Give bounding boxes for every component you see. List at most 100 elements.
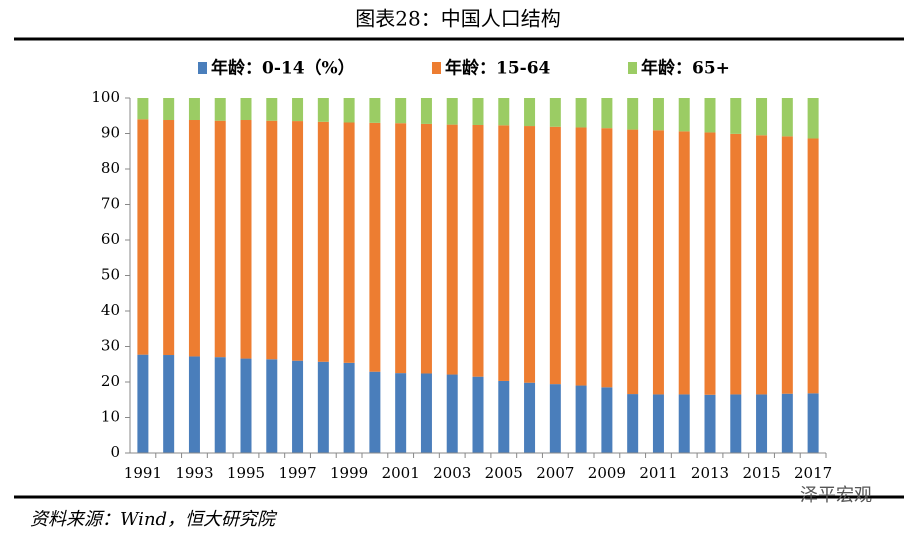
bar-segment (627, 129, 639, 395)
bar-segment (292, 121, 304, 361)
legend-label: 年龄：15-64 (445, 58, 551, 79)
bar-segment (781, 98, 793, 137)
bar-segment (214, 120, 226, 358)
bar-segment (704, 394, 716, 453)
bar-segment (730, 98, 742, 134)
bar-segment (188, 356, 200, 453)
watermark: 泽平宏观 (800, 485, 872, 506)
bar-segment (163, 355, 175, 453)
x-tick-label: 2017 (794, 464, 832, 482)
bar-segment (214, 98, 226, 121)
bar-segment (395, 98, 407, 124)
chart-title: 图表28：中国人口结构 (355, 7, 560, 31)
x-tick-label: 2005 (485, 464, 523, 482)
bar-segment (163, 98, 175, 121)
bar-segment (652, 98, 664, 131)
x-tick-label: 2015 (742, 464, 780, 482)
bar-segment (498, 98, 510, 126)
bar-segment (188, 98, 200, 121)
x-tick-label: 1995 (227, 464, 265, 482)
bar-segment (704, 132, 716, 395)
bar-segment (549, 98, 561, 127)
bar-segment (317, 98, 329, 122)
bar-segment (343, 122, 355, 363)
bar-segment (601, 387, 613, 453)
bar-segment (343, 362, 355, 453)
bar-segment (575, 98, 587, 128)
legend-label: 年龄：0-14（%） (211, 58, 355, 79)
bar-segment (781, 136, 793, 394)
bar-segment (317, 121, 329, 362)
bar-segment (549, 384, 561, 453)
bar-segment (807, 138, 819, 394)
bar-segment (807, 98, 819, 139)
bar-segment (524, 126, 536, 383)
bar-segment (420, 123, 432, 374)
bar-segment (240, 120, 252, 359)
bar-segment (395, 373, 407, 453)
bar-segment (498, 380, 510, 453)
bar-segment (163, 120, 175, 356)
x-tick-label: 2001 (382, 464, 420, 482)
bar-segment (678, 394, 690, 453)
bar-segment (317, 361, 329, 453)
bar-segment (266, 359, 278, 453)
y-tick-label: 20 (101, 372, 120, 390)
x-tick-label: 1997 (278, 464, 316, 482)
bar-segment (627, 394, 639, 453)
source-note: 资料来源：Wind，恒大研究院 (30, 509, 278, 530)
y-tick-label: 30 (101, 337, 120, 355)
bar-segment (730, 133, 742, 395)
bar-segment (498, 125, 510, 381)
bar-segment (549, 126, 561, 385)
bar-segment (137, 354, 149, 453)
bar-segment (652, 394, 664, 453)
x-tick-label: 1993 (175, 464, 213, 482)
bar-segment (446, 374, 458, 453)
x-tick-label: 2007 (536, 464, 574, 482)
bar-segment (627, 98, 639, 130)
x-tick-label: 1999 (330, 464, 368, 482)
bar-segment (188, 120, 200, 357)
x-tick-label: 1991 (124, 464, 162, 482)
bar-segment (214, 357, 226, 453)
bar-segment (395, 123, 407, 374)
x-tick-label: 2003 (433, 464, 471, 482)
bar-segment (704, 98, 716, 133)
legend-label: 年龄：65+ (641, 58, 730, 79)
bar-segment (601, 128, 613, 388)
bar-segment (343, 98, 355, 123)
y-tick-label: 70 (101, 195, 120, 213)
bar-segment (472, 98, 484, 125)
bar-segment (807, 393, 819, 453)
y-tick-label: 0 (110, 443, 120, 461)
bar-segment (420, 98, 432, 124)
y-tick-label: 90 (101, 124, 120, 142)
bar-segment (524, 98, 536, 127)
bar-segment (369, 98, 381, 123)
bar-segment (446, 124, 458, 375)
bar-segment (137, 119, 149, 355)
y-tick-label: 40 (101, 301, 120, 319)
bar-segment (292, 98, 304, 122)
bar-segment (756, 98, 768, 136)
bar-segment (678, 131, 690, 395)
bar-segment (472, 376, 484, 453)
bar-segment (137, 98, 149, 120)
bar-segment (756, 135, 768, 395)
legend-swatch (628, 62, 637, 74)
bar-segment (601, 98, 613, 129)
bar-segment (652, 130, 664, 395)
bar-segment (240, 358, 252, 453)
x-tick-label: 2009 (588, 464, 626, 482)
bar-segment (266, 120, 278, 360)
bar-segment (781, 393, 793, 453)
bar-segment (369, 371, 381, 453)
bar-segment (420, 373, 432, 453)
bar-segment (472, 124, 484, 377)
legend-swatch (432, 62, 441, 74)
x-tick-label: 2011 (639, 464, 677, 482)
bar-segment (369, 122, 381, 372)
bar-segment (756, 394, 768, 453)
